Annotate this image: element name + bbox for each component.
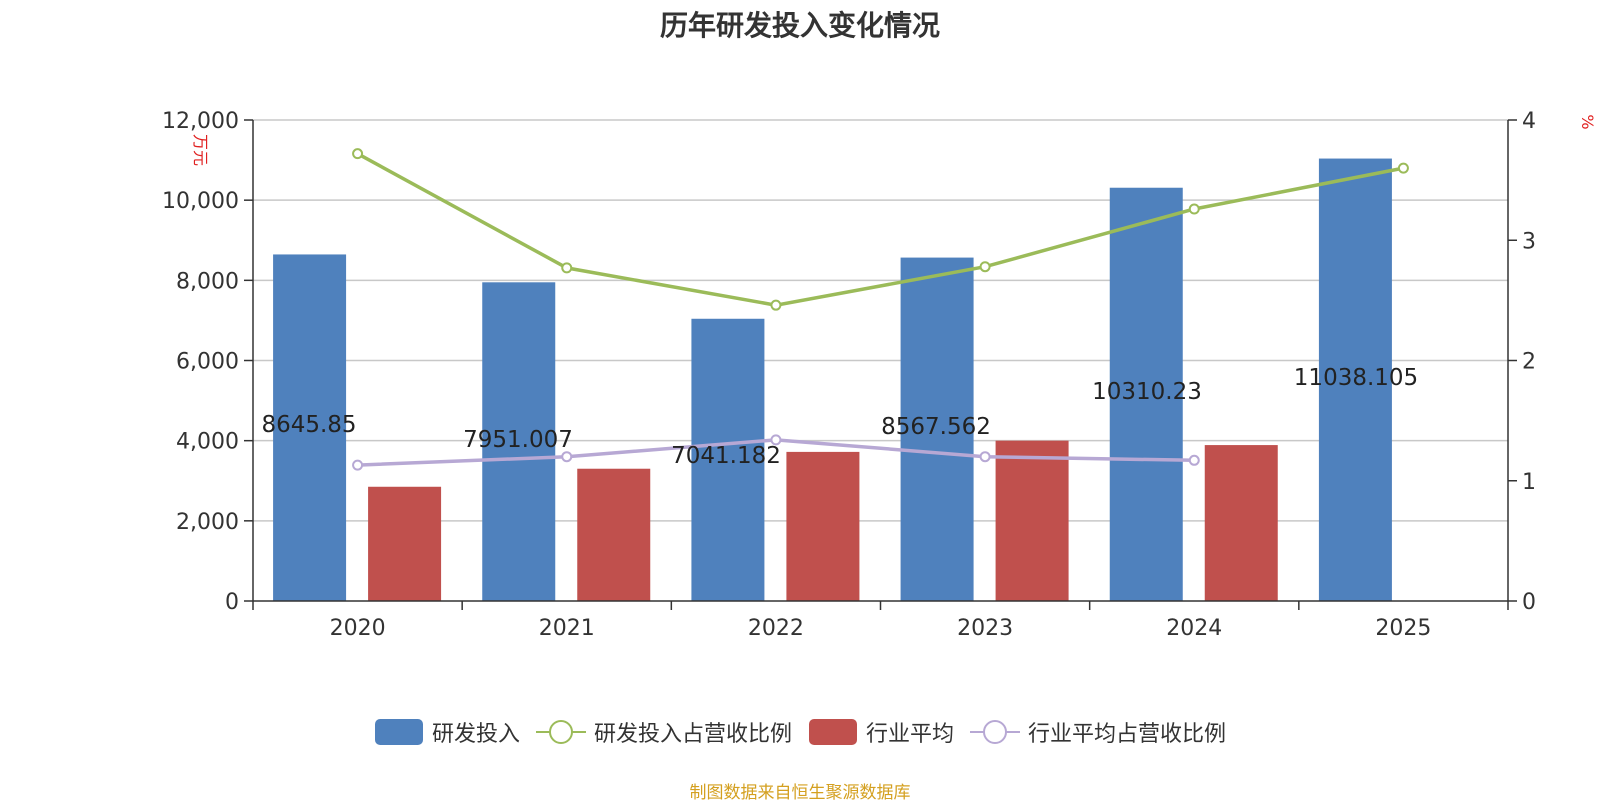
bar-industry-average: [577, 468, 651, 601]
left-axis-tick-label: 6,000: [176, 350, 239, 375]
legend-item[interactable]: 行业平均: [808, 716, 954, 748]
legend-label: 行业平均占营收比例: [1028, 722, 1227, 747]
point-industry-ratio: [770, 434, 782, 446]
point-industry-ratio: [1188, 454, 1200, 466]
left-axis-tick-label: 8,000: [176, 269, 239, 294]
point-industry-ratio: [352, 459, 364, 471]
legend-bar-swatch-icon: [374, 719, 423, 745]
point-industry-ratio: [979, 451, 991, 463]
point-industry-ratio: [561, 451, 573, 463]
bar-rd-investment: [273, 254, 347, 602]
right-axis-unit: %: [1578, 114, 1597, 129]
bar-industry-average: [368, 486, 442, 601]
right-axis-tick-label: 4: [1522, 109, 1536, 134]
axes: 0 2,000 4,000 6,000 8,000 10,000 12,000 0 1 2 3 4 20…: [162, 109, 1597, 641]
right-axis-tick-label: 2: [1522, 350, 1536, 375]
legend-item[interactable]: 研发投入占营收比例: [535, 716, 792, 748]
point-rd-ratio: [770, 299, 782, 311]
legend: 研发投入 研发投入占营收比例 行业平均 行业平均占营收比例: [0, 716, 1600, 748]
bar-rd-investment: [1318, 158, 1392, 601]
left-axis-tick-label: 2,000: [176, 510, 239, 535]
legend-item[interactable]: 研发投入: [374, 716, 520, 748]
left-axis-tick-label: 10,000: [162, 189, 239, 214]
bar-series: [273, 158, 1392, 602]
line-series: [352, 148, 1409, 471]
data-label: 8567.562: [881, 414, 991, 440]
legend-line-swatch-icon: [970, 720, 1021, 744]
bar-industry-average: [1204, 445, 1278, 601]
point-rd-ratio: [1397, 162, 1409, 174]
legend-label: 行业平均: [866, 722, 955, 747]
left-axis-tick-label: 12,000: [162, 109, 239, 134]
left-axis-tick-label: 4,000: [176, 430, 239, 455]
data-labels: 8645.85 7951.007 7041.182 8567.562 10310.23 1…: [261, 365, 1418, 469]
legend-item[interactable]: 行业平均占营收比例: [970, 716, 1226, 748]
bar-rd-investment: [691, 318, 765, 601]
x-axis-tick-label: 2021: [539, 616, 595, 641]
data-label: 10310.23: [1092, 379, 1202, 405]
x-axis-tick-label: 2025: [1375, 616, 1431, 641]
legend-label: 研发投入占营收比例: [593, 722, 792, 747]
line-rd-ratio: [356, 152, 1404, 307]
bar-rd-investment: [482, 282, 556, 601]
legend-line-swatch-icon: [535, 720, 586, 744]
bar-rd-investment: [1109, 187, 1183, 601]
chart-title: 历年研发投入变化情况: [659, 9, 940, 42]
source-note: 制图数据来自恒生聚源数据库: [689, 783, 911, 803]
right-axis-tick-label: 1: [1522, 470, 1536, 495]
data-label: 11038.105: [1294, 365, 1418, 391]
right-axis-tick-label: 0: [1522, 590, 1536, 615]
x-axis-tick-label: 2022: [748, 616, 804, 641]
data-label: 7951.007: [463, 427, 573, 453]
legend-label: 研发投入: [431, 722, 520, 747]
bar-industry-average: [786, 451, 860, 601]
data-label: 7041.182: [671, 443, 781, 469]
x-axis-tick-label: 2024: [1166, 616, 1222, 641]
x-axis-tick-label: 2020: [330, 616, 386, 641]
right-axis-tick-label: 3: [1522, 229, 1536, 254]
point-rd-ratio: [561, 262, 573, 274]
bar-industry-average: [995, 440, 1069, 601]
data-label: 8645.85: [261, 412, 356, 438]
x-axis-tick-label: 2023: [957, 616, 1013, 641]
grid-lines: [253, 119, 1508, 522]
legend-bar-swatch-icon: [809, 719, 857, 745]
left-axis-unit: 万元: [191, 134, 210, 166]
point-rd-ratio: [979, 261, 991, 273]
bar-rd-investment: [900, 257, 974, 601]
point-rd-ratio: [352, 148, 364, 160]
left-axis-tick-label: 0: [225, 590, 239, 615]
point-rd-ratio: [1188, 203, 1200, 215]
